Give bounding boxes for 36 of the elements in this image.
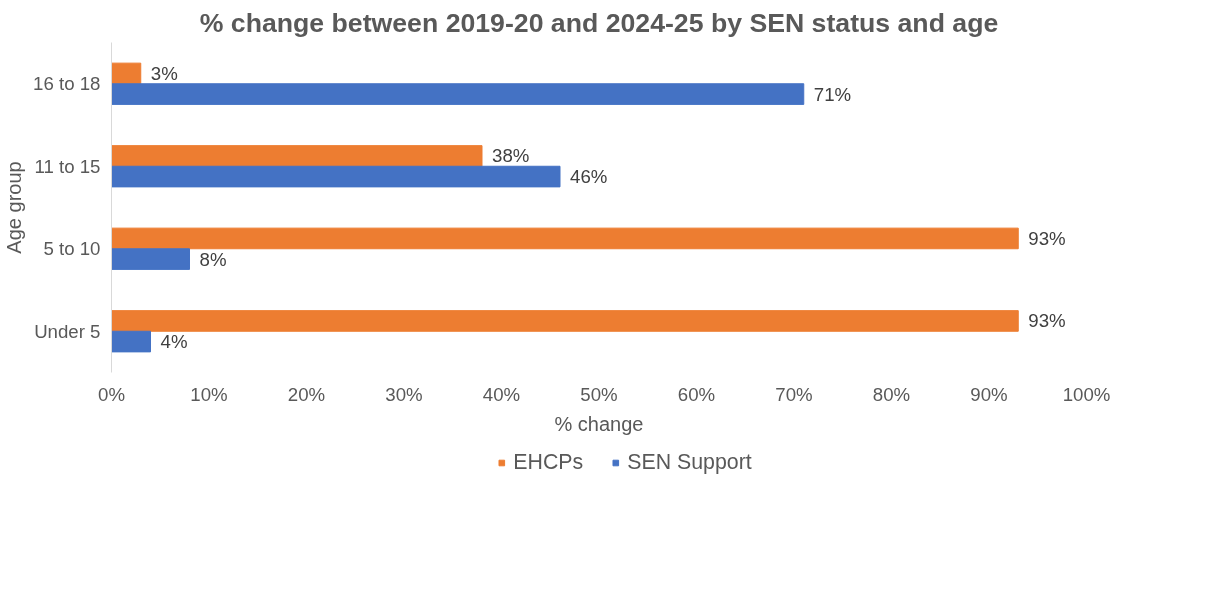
- data-label: 38%: [492, 145, 530, 167]
- y-tick-label: Under 5: [34, 320, 101, 342]
- x-axis-title: % change: [554, 412, 644, 435]
- x-tick-label: 90%: [970, 383, 1008, 405]
- bar: [111, 165, 561, 188]
- y-tick-label: 16 to 18: [33, 73, 101, 95]
- data-label: 93%: [1028, 227, 1066, 249]
- legend-label: EHCPs: [513, 449, 584, 475]
- data-label: 71%: [813, 83, 852, 105]
- bar: [111, 227, 1019, 250]
- x-tick-label: 50%: [580, 383, 618, 405]
- x-tick-label: 80%: [872, 383, 911, 405]
- chart-title: % change between 2019-20 and 2024-25 by SEN status and age: [199, 7, 999, 38]
- bar: [111, 83, 805, 105]
- x-tick-label: 0%: [98, 383, 125, 405]
- data-label: 93%: [1028, 310, 1066, 332]
- x-tick-label: 100%: [1062, 383, 1111, 405]
- bar: [111, 310, 1019, 332]
- x-tick-label: 30%: [385, 383, 423, 405]
- y-tick-label: 11 to 15: [34, 155, 101, 177]
- y-tick-label: 5 to 10: [43, 238, 101, 260]
- data-label: 8%: [199, 248, 227, 270]
- data-label: 46%: [570, 166, 608, 188]
- bar: [111, 248, 190, 270]
- x-tick-label: 60%: [677, 383, 716, 405]
- legend-label: SEN Support: [627, 449, 752, 475]
- data-label: 4%: [160, 331, 188, 353]
- data-label: 3%: [150, 62, 178, 84]
- y-axis-title: Age group: [3, 161, 26, 254]
- x-tick-label: 40%: [482, 383, 521, 405]
- x-tick-label: 10%: [190, 383, 228, 405]
- bar: [111, 145, 483, 167]
- bar: [111, 62, 142, 85]
- bar: [111, 330, 151, 353]
- x-tick-label: 20%: [287, 383, 326, 405]
- x-tick-label: 70%: [775, 383, 813, 405]
